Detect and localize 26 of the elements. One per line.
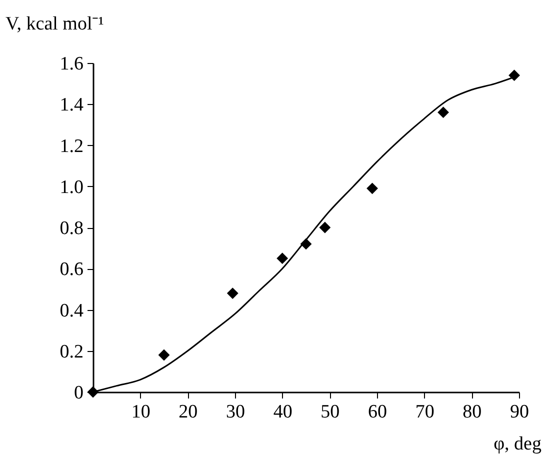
y-tick-label: 1.2: [60, 136, 84, 157]
point: [438, 106, 449, 118]
y-tick-label: 0: [74, 382, 84, 404]
x-tick-label: 20: [178, 402, 198, 422]
y-axis-title: V, kcal mol⁻¹: [6, 14, 104, 34]
x-tick-label: 80: [462, 402, 482, 422]
y-tick-label: 1.6: [60, 54, 84, 74]
x-tick-label: 30: [226, 402, 245, 422]
point: [226, 288, 238, 299]
x-tick-label: 50: [320, 402, 340, 422]
y-tick-label: 0.4: [60, 300, 84, 322]
x-tick-label: 60: [368, 402, 387, 422]
point: [158, 349, 170, 361]
point: [276, 252, 288, 264]
point: [366, 182, 378, 194]
x-tick-label: 10: [131, 402, 150, 422]
x-axis-title: φ, deg: [494, 434, 542, 454]
y-tick-label: 0.6: [60, 259, 84, 280]
y-tick-label: 1.0: [60, 176, 84, 198]
y-tick-label: 1.4: [60, 94, 84, 116]
point: [319, 222, 331, 234]
x-tick-label: 70: [415, 402, 434, 422]
y-tick-label: 0.8: [60, 218, 84, 239]
x-tick-label: 40: [273, 402, 292, 422]
y-tick-label: 0.2: [60, 341, 84, 362]
x-tick-label: 90: [510, 402, 529, 422]
